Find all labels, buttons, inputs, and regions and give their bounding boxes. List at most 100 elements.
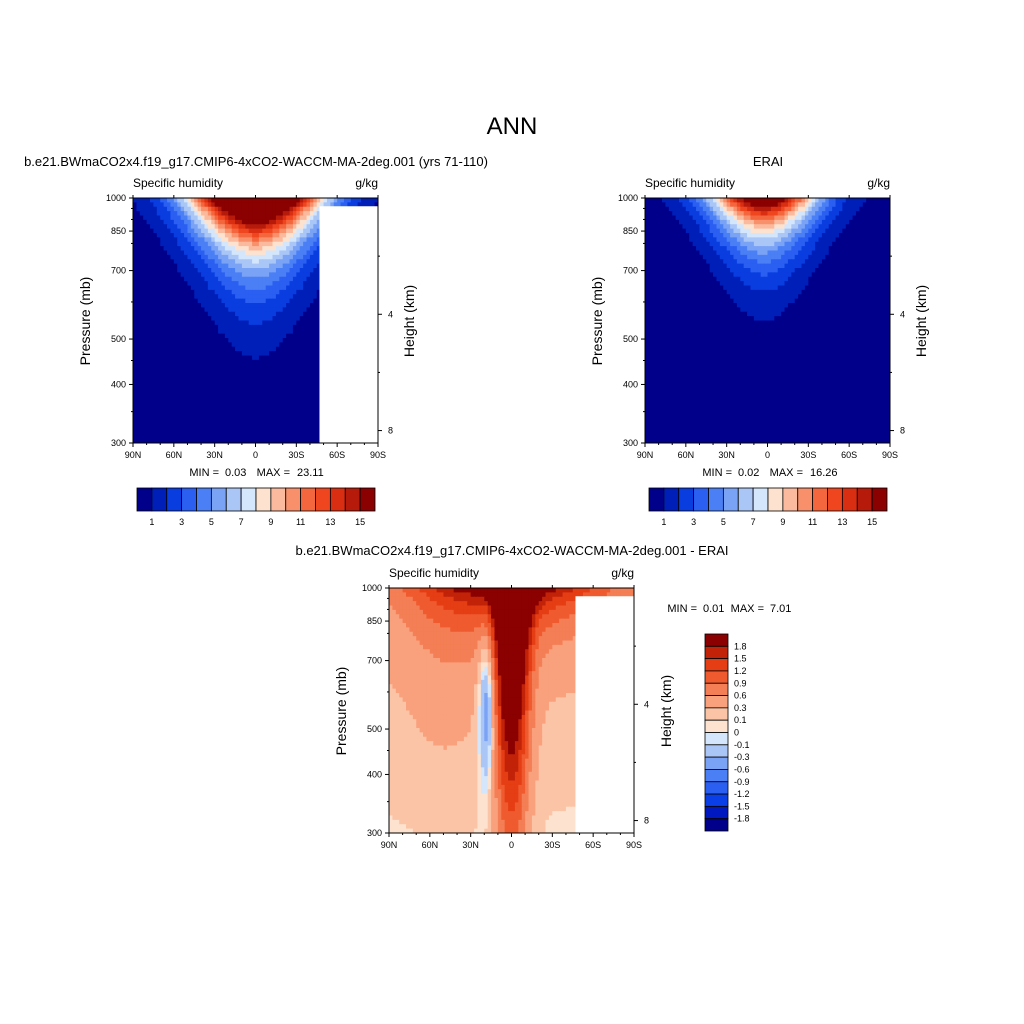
panel-diff-left-label: Specific humidity: [389, 566, 479, 580]
cbar-diff-swatch: [704, 805, 729, 820]
plot-diff-xtick-label: 60S: [585, 840, 601, 850]
panel-diff-ylabel: Pressure (mb): [333, 667, 349, 756]
plot-obs-ytick-label: 400: [623, 379, 638, 389]
plot-obs-ytick-label: 850: [623, 226, 638, 236]
cbar-diff-label: -1.8: [734, 814, 750, 824]
plot-obs-ytick-label: 700: [623, 266, 638, 276]
cbar-obs-swatch: [782, 487, 799, 512]
plot-obs-field: [645, 198, 890, 443]
cbar-model-swatch: [315, 487, 331, 512]
panel-model-plot: 300 400 500 700 850 1000 8 4 90N 60N 30N 0 30S 60S 90S: [106, 193, 393, 460]
plot-model-xtick-label: 0: [253, 450, 258, 460]
panel-diff-max-label: MAX =: [731, 603, 764, 615]
panel-obs-max-value: 16.26: [810, 467, 838, 479]
panel-obs-max-label: MAX =: [770, 467, 803, 479]
plot-model-xtick-label: 60N: [166, 450, 183, 460]
cbar-obs-swatch: [693, 487, 709, 512]
cbar-diff-swatch: [704, 793, 729, 807]
plot-model-ytick-label: 400: [111, 379, 126, 389]
cbar-model-label: 13: [325, 517, 335, 527]
cbar-model-swatch: [181, 487, 197, 512]
panel-model-min-label: MIN =: [189, 467, 219, 479]
panel-model-right-label: g/kg: [355, 176, 378, 190]
panel-obs-y2label: Height (km): [913, 285, 929, 357]
plot-obs-xtick-label: 30S: [800, 450, 816, 460]
cbar-model-swatch: [166, 487, 183, 512]
plot-diff-missing-region: [575, 596, 634, 833]
panel-model-max-value: 23.11: [297, 467, 324, 479]
cbar-diff-label: -1.2: [734, 789, 750, 799]
plot-obs-xtick-label: 60S: [841, 450, 857, 460]
cbar-model-label: 15: [355, 517, 365, 527]
cbar-model-swatch: [240, 487, 257, 512]
plot-diff-xtick-label: 30N: [462, 840, 479, 850]
cbar-obs-label: 3: [691, 517, 696, 527]
panel-diff-right-label: g/kg: [611, 566, 634, 580]
cbar-diff-swatch: [704, 719, 729, 733]
panel-diff-title: b.e21.BWmaCO2x4.f19_g17.CMIP6-4xCO2-WACC…: [295, 543, 728, 558]
plot-obs-xtick-label: 30N: [718, 450, 735, 460]
panel-model-y2label: Height (km): [401, 285, 417, 357]
panel-model: b.e21.BWmaCO2x4.f19_g17.CMIP6-4xCO2-WACC…: [24, 154, 488, 527]
cbar-model-swatch: [225, 487, 242, 512]
cbar-obs-swatch: [856, 487, 873, 512]
cbar-diff-label: 1.8: [734, 641, 747, 651]
cbar-model-swatch: [270, 487, 287, 512]
cbar-obs-swatch: [827, 487, 843, 512]
cbar-obs-swatch: [752, 487, 769, 512]
cbar-diff-label: 0.9: [734, 678, 747, 688]
cbar-obs-label: 11: [808, 517, 817, 527]
plot-model-ytick-label: 700: [111, 266, 126, 276]
plot-diff-xtick-label: 30S: [544, 840, 560, 850]
cbar-diff-label: 0.1: [734, 715, 747, 725]
cbar-model-swatch: [136, 487, 153, 512]
cbar-obs-label: 15: [867, 517, 877, 527]
panel-obs-min-value: 0.02: [738, 467, 759, 479]
cbar-diff-label: -0.6: [734, 764, 750, 774]
cbar-obs-swatch: [871, 487, 888, 512]
panel-obs-left-label: Specific humidity: [645, 176, 735, 190]
plot-model-y2tick-label: 4: [388, 309, 393, 319]
plot-diff-xtick-label: 0: [509, 840, 514, 850]
panel-diff-y2label: Height (km): [658, 675, 674, 747]
cbar-diff-label: -0.9: [734, 777, 750, 787]
cbar-diff-swatch: [704, 818, 729, 832]
cbar-obs-swatch: [722, 487, 739, 512]
panel-diff-min-value: 0.01: [703, 603, 724, 615]
plot-model-ytick-label: 300: [111, 438, 126, 448]
plot-diff-xtick-label: 60N: [422, 840, 439, 850]
cbar-obs-swatch: [663, 487, 680, 512]
plot-model-xtick-label: 90S: [370, 450, 386, 460]
cbar-diff-swatch: [704, 707, 729, 721]
plot-model-y2tick-label: 8: [388, 426, 393, 436]
panel-obs-title: ERAI: [753, 154, 783, 169]
cbar-diff-swatch: [704, 670, 729, 684]
panel-model-colorbar: 1 3 5 7 9 11 13 15: [136, 487, 376, 527]
cbar-model-swatch: [255, 487, 272, 512]
plot-diff-ytick-label: 400: [367, 769, 382, 779]
cbar-model-swatch: [151, 487, 168, 512]
plot-obs-xtick-label: 90N: [637, 450, 654, 460]
cbar-model-swatch: [196, 487, 212, 512]
cbar-diff-swatch: [704, 781, 729, 795]
panel-obs-plot: 300 400 500 700 850 1000 8 4 90N 60N 30N 0 30S 60S 90S: [618, 193, 905, 460]
panel-diff-plot: 300 400 500 700 850 1000 8 4 90N 60N 30N 0 30S 60S 90S: [362, 583, 649, 850]
plot-model-ytick-label: 850: [111, 226, 126, 236]
plot-model-ytick-label: 1000: [106, 193, 126, 203]
plot-diff-y2tick-label: 8: [644, 816, 649, 826]
plot-diff-ytick-label: 500: [367, 724, 382, 734]
panel-obs-min-label: MIN =: [702, 467, 732, 479]
plot-obs-xtick-label: 60N: [678, 450, 695, 460]
cbar-diff-swatch: [704, 658, 729, 672]
cbar-model-swatch: [359, 487, 376, 512]
cbar-model-label: 5: [209, 517, 214, 527]
panel-diff: b.e21.BWmaCO2x4.f19_g17.CMIP6-4xCO2-WACC…: [295, 543, 791, 850]
cbar-obs-swatch: [678, 487, 695, 512]
cbar-diff-label: 1.5: [734, 654, 747, 664]
cbar-model-label: 11: [296, 517, 305, 527]
cbar-diff-swatch: [704, 682, 729, 696]
plot-model-field: [133, 198, 378, 443]
cbar-obs-swatch: [708, 487, 724, 512]
panel-obs-colorbar: 1 3 5 7 9 11 13 15: [648, 487, 888, 527]
cbar-diff-swatch: [704, 633, 729, 647]
